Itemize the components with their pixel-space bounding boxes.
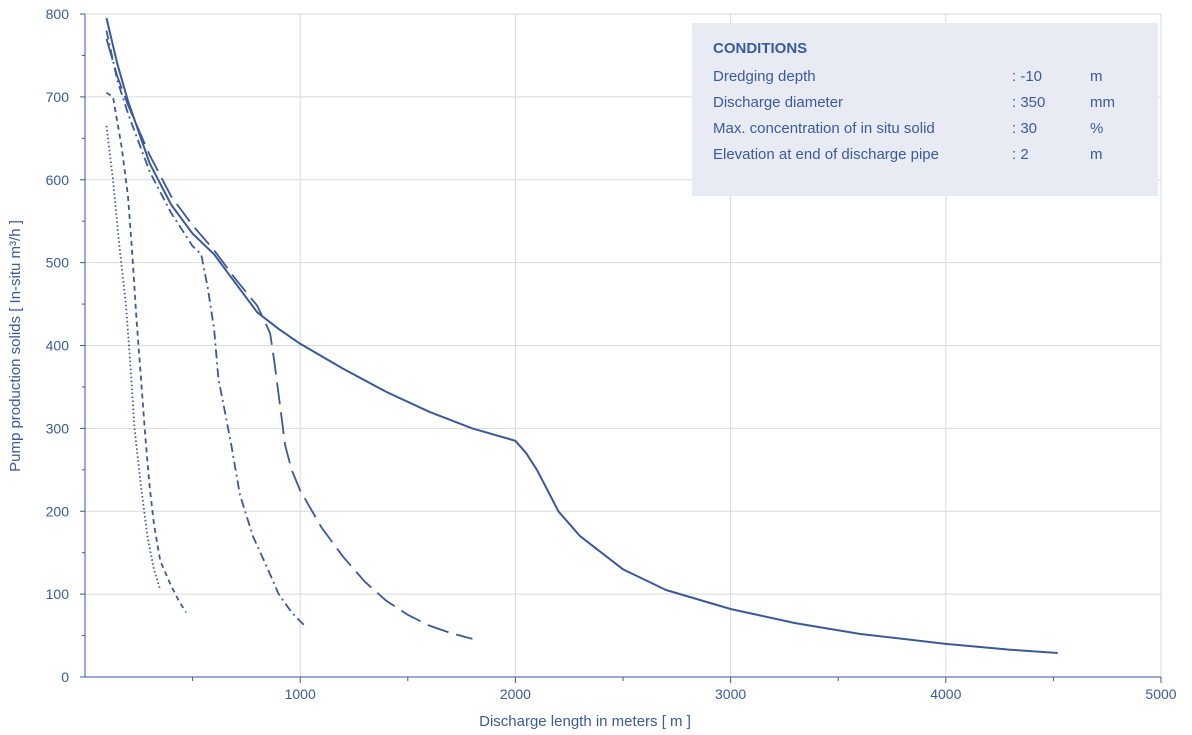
x-tick-label: 4000 <box>930 686 961 702</box>
y-tick-label: 200 <box>46 503 70 519</box>
series-line-dash-dot <box>105 30 306 627</box>
condition-label: Elevation at end of discharge pipe <box>713 146 939 163</box>
y-tick-label: 300 <box>46 420 70 436</box>
x-axis-title: Discharge length in meters [ m ] <box>479 713 691 730</box>
y-tick-label: 500 <box>46 255 70 271</box>
x-tick-label: 1000 <box>285 686 316 702</box>
conditions-panel: CONDITIONS Dredging depth : -10 m Discharge… <box>692 23 1158 196</box>
x-tick-label: 5000 <box>1145 686 1176 702</box>
condition-value: : 30 <box>1012 120 1037 137</box>
axes <box>80 13 1162 683</box>
y-axis-title: Pump production solids [ In-situ m³/h ] <box>7 220 24 472</box>
y-tick-label: 100 <box>46 586 70 602</box>
condition-value: : 2 <box>1012 146 1029 163</box>
condition-unit: m <box>1090 146 1103 163</box>
y-tick-label: 400 <box>46 338 70 354</box>
series-line-long-dash <box>105 38 473 640</box>
y-tick-label: 700 <box>46 89 70 105</box>
condition-label: Max. concentration of in situ solid <box>713 120 935 137</box>
y-tick-label: 800 <box>46 6 70 22</box>
x-tick-label: 2000 <box>500 686 531 702</box>
y-tick-label: 600 <box>46 172 70 188</box>
data-series <box>105 17 1058 654</box>
series-line-dotted <box>105 125 162 591</box>
condition-label: Dredging depth <box>713 68 816 85</box>
conditions-title: CONDITIONS <box>713 40 807 57</box>
condition-value: : 350 <box>1012 94 1045 111</box>
series-line-short-dash <box>106 91 187 613</box>
conditions-panel-background <box>692 23 1158 196</box>
condition-label: Discharge diameter <box>713 94 843 111</box>
conditions-rows: Dredging depth : -10 m Discharge diameter : … <box>713 68 1115 163</box>
condition-unit: mm <box>1090 94 1115 111</box>
condition-unit: % <box>1090 120 1103 137</box>
condition-unit: m <box>1090 68 1103 85</box>
series-line-solid <box>105 17 1058 654</box>
y-tick-label: 0 <box>61 669 69 685</box>
condition-value: : -10 <box>1012 68 1042 85</box>
x-tick-label: 3000 <box>715 686 746 702</box>
tick-labels: 0 100 200 300 400 500 600 700 800 1000 2000 3000 400… <box>46 6 1177 702</box>
